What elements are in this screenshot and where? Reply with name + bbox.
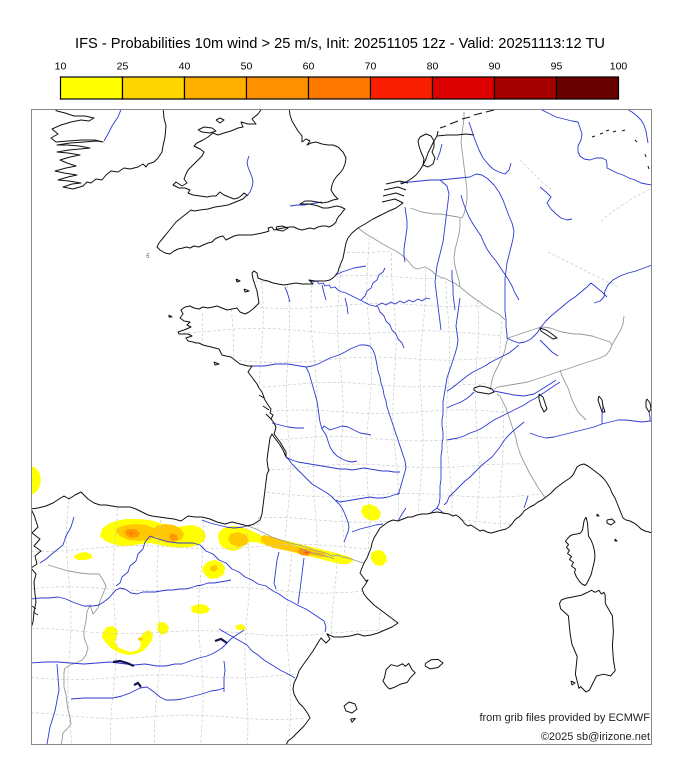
svg-text:from grib files provided by EC: from grib files provided by ECMWF [479, 712, 650, 724]
svg-text:60: 60 [303, 61, 315, 73]
svg-text:95: 95 [551, 61, 563, 73]
svg-text:40: 40 [179, 61, 191, 73]
svg-text:70: 70 [365, 61, 377, 73]
svg-text:100: 100 [610, 61, 628, 73]
svg-text:IFS - Probabilities 10m wind >: IFS - Probabilities 10m wind > 25 m/s, I… [75, 36, 605, 52]
svg-text:25: 25 [117, 61, 129, 73]
svg-text:©2025 sb@irizone.net: ©2025 sb@irizone.net [541, 731, 650, 743]
svg-text:5: 5 [146, 254, 150, 260]
svg-text:50: 50 [241, 61, 253, 73]
svg-text:80: 80 [427, 61, 439, 73]
svg-text:10: 10 [55, 61, 67, 73]
svg-text:90: 90 [489, 61, 501, 73]
